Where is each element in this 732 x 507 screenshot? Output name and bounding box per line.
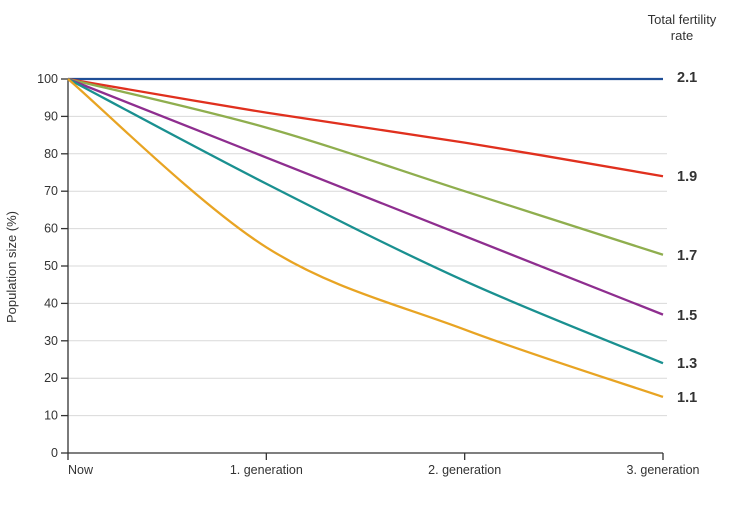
svg-text:10: 10 — [44, 409, 58, 423]
svg-text:Total fertility: Total fertility — [648, 12, 717, 27]
svg-text:2.1: 2.1 — [677, 70, 697, 86]
svg-text:20: 20 — [44, 371, 58, 385]
svg-text:80: 80 — [44, 147, 58, 161]
svg-text:50: 50 — [44, 259, 58, 273]
svg-text:1.7: 1.7 — [677, 248, 697, 264]
svg-text:70: 70 — [44, 184, 58, 198]
svg-text:1.1: 1.1 — [677, 390, 697, 406]
svg-text:90: 90 — [44, 109, 58, 123]
svg-text:Population size (%): Population size (%) — [4, 211, 19, 323]
svg-text:1.3: 1.3 — [677, 356, 697, 372]
svg-text:100: 100 — [37, 72, 58, 86]
svg-text:1.9: 1.9 — [677, 169, 697, 185]
svg-text:rate: rate — [671, 28, 693, 43]
svg-text:60: 60 — [44, 222, 58, 236]
svg-text:0: 0 — [51, 446, 58, 460]
svg-text:2. generation: 2. generation — [428, 463, 501, 477]
svg-text:1. generation: 1. generation — [230, 463, 303, 477]
svg-text:Now: Now — [68, 463, 94, 477]
svg-text:3. generation: 3. generation — [627, 463, 700, 477]
svg-text:30: 30 — [44, 334, 58, 348]
svg-text:40: 40 — [44, 296, 58, 310]
svg-text:1.5: 1.5 — [677, 308, 697, 324]
